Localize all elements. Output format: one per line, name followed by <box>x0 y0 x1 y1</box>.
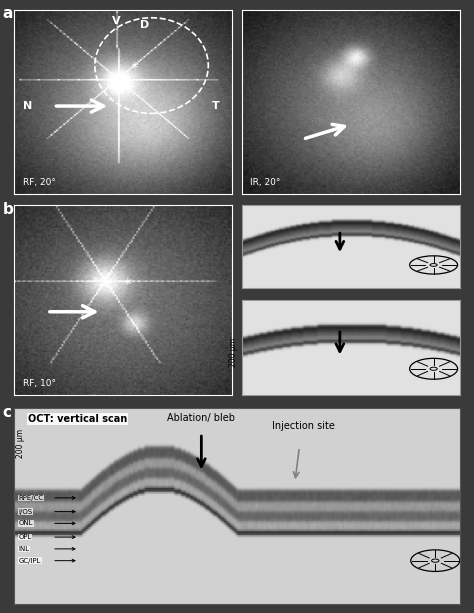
Text: IR, 20°: IR, 20° <box>250 178 281 187</box>
Text: ONL: ONL <box>18 520 33 527</box>
Text: *: * <box>124 278 131 292</box>
Text: *: * <box>130 62 138 77</box>
Text: Injection site: Injection site <box>273 421 335 431</box>
Text: b: b <box>2 202 13 217</box>
Text: N: N <box>23 101 32 111</box>
Text: RF, 10°: RF, 10° <box>23 379 56 388</box>
Text: GC/IPL: GC/IPL <box>18 558 41 563</box>
Text: c: c <box>2 405 11 419</box>
Text: 200 µm: 200 µm <box>228 338 237 367</box>
Text: INL: INL <box>18 546 30 552</box>
Text: T: T <box>211 101 219 111</box>
Text: RPE/CC: RPE/CC <box>18 495 44 501</box>
Text: Ablation/ bleb: Ablation/ bleb <box>167 413 236 424</box>
Text: D: D <box>140 20 150 29</box>
Text: a: a <box>2 6 13 21</box>
Text: I/OS: I/OS <box>18 509 33 514</box>
Text: V: V <box>112 16 121 26</box>
Text: 200 μm: 200 μm <box>17 428 26 457</box>
Text: OPL: OPL <box>18 534 32 540</box>
Text: RF, 20°: RF, 20° <box>23 178 56 187</box>
Text: OCT: vertical scan: OCT: vertical scan <box>27 414 127 424</box>
